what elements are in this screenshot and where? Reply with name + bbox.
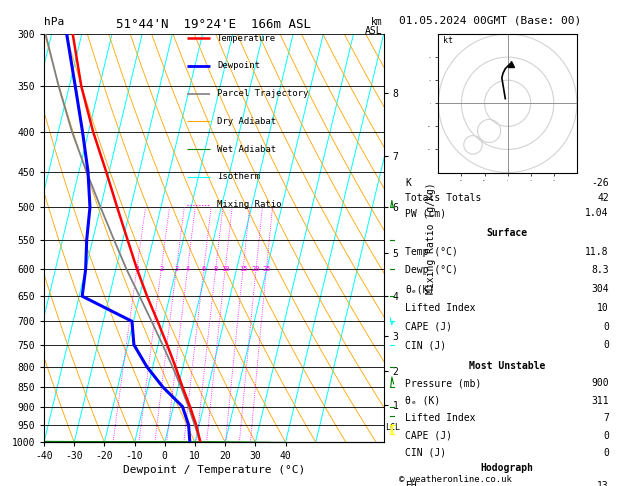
Text: Isotherm: Isotherm — [217, 173, 260, 181]
Text: 2: 2 — [159, 266, 164, 272]
Text: θₑ(K): θₑ(K) — [405, 284, 435, 294]
Text: 311: 311 — [591, 396, 609, 406]
Text: Parcel Trajectory: Parcel Trajectory — [217, 89, 309, 98]
Text: CAPE (J): CAPE (J) — [405, 322, 452, 331]
Text: 6: 6 — [202, 266, 206, 272]
Text: 15: 15 — [239, 266, 247, 272]
Text: 1: 1 — [135, 266, 139, 272]
Text: Temperature: Temperature — [217, 34, 276, 43]
Text: LCL: LCL — [385, 423, 400, 432]
Text: 25: 25 — [262, 266, 270, 272]
Text: kt: kt — [443, 36, 453, 45]
Text: -26: -26 — [591, 178, 609, 188]
Text: 1.04: 1.04 — [586, 208, 609, 218]
Text: 8: 8 — [214, 266, 218, 272]
Text: 01.05.2024 00GMT (Base: 00): 01.05.2024 00GMT (Base: 00) — [399, 16, 582, 26]
Text: Surface: Surface — [486, 228, 528, 238]
Text: 0: 0 — [603, 448, 609, 458]
Text: Pressure (mb): Pressure (mb) — [405, 378, 482, 388]
Text: Wet Adiabat: Wet Adiabat — [217, 145, 276, 154]
Text: © weatheronline.co.uk: © weatheronline.co.uk — [399, 474, 512, 484]
Text: CAPE (J): CAPE (J) — [405, 431, 452, 441]
Text: Dry Adiabat: Dry Adiabat — [217, 117, 276, 126]
X-axis label: Dewpoint / Temperature (°C): Dewpoint / Temperature (°C) — [123, 466, 305, 475]
Text: 20: 20 — [252, 266, 260, 272]
Text: 0: 0 — [603, 431, 609, 441]
Text: ASL: ASL — [365, 26, 382, 36]
Text: 3: 3 — [174, 266, 179, 272]
Text: Totals Totals: Totals Totals — [405, 193, 482, 203]
Text: PW (cm): PW (cm) — [405, 208, 446, 218]
Text: Mixing Ratio: Mixing Ratio — [217, 200, 282, 209]
Text: 42: 42 — [597, 193, 609, 203]
Text: Lifted Index: Lifted Index — [405, 413, 476, 423]
Text: 11.8: 11.8 — [586, 247, 609, 257]
Text: hPa: hPa — [44, 17, 64, 27]
Title: 51°44'N  19°24'E  166m ASL: 51°44'N 19°24'E 166m ASL — [116, 18, 311, 32]
Text: θₑ (K): θₑ (K) — [405, 396, 440, 406]
Text: K: K — [405, 178, 411, 188]
Text: Temp (°C): Temp (°C) — [405, 247, 458, 257]
Text: EH: EH — [405, 481, 417, 486]
Text: 10: 10 — [221, 266, 230, 272]
Text: 0: 0 — [603, 340, 609, 350]
Text: 10: 10 — [597, 303, 609, 313]
Y-axis label: Mixing Ratio (g/kg): Mixing Ratio (g/kg) — [426, 182, 437, 294]
Text: 4: 4 — [186, 266, 190, 272]
Text: CIN (J): CIN (J) — [405, 340, 446, 350]
Text: Dewp (°C): Dewp (°C) — [405, 265, 458, 276]
Text: Hodograph: Hodograph — [481, 463, 533, 473]
Text: 7: 7 — [603, 413, 609, 423]
Text: 8.3: 8.3 — [591, 265, 609, 276]
Text: 0: 0 — [603, 322, 609, 331]
Text: Most Unstable: Most Unstable — [469, 361, 545, 371]
Text: 304: 304 — [591, 284, 609, 294]
Text: 900: 900 — [591, 378, 609, 388]
Text: Dewpoint: Dewpoint — [217, 61, 260, 70]
Text: Lifted Index: Lifted Index — [405, 303, 476, 313]
Text: km: km — [370, 17, 382, 27]
Text: 13: 13 — [597, 481, 609, 486]
Text: CIN (J): CIN (J) — [405, 448, 446, 458]
